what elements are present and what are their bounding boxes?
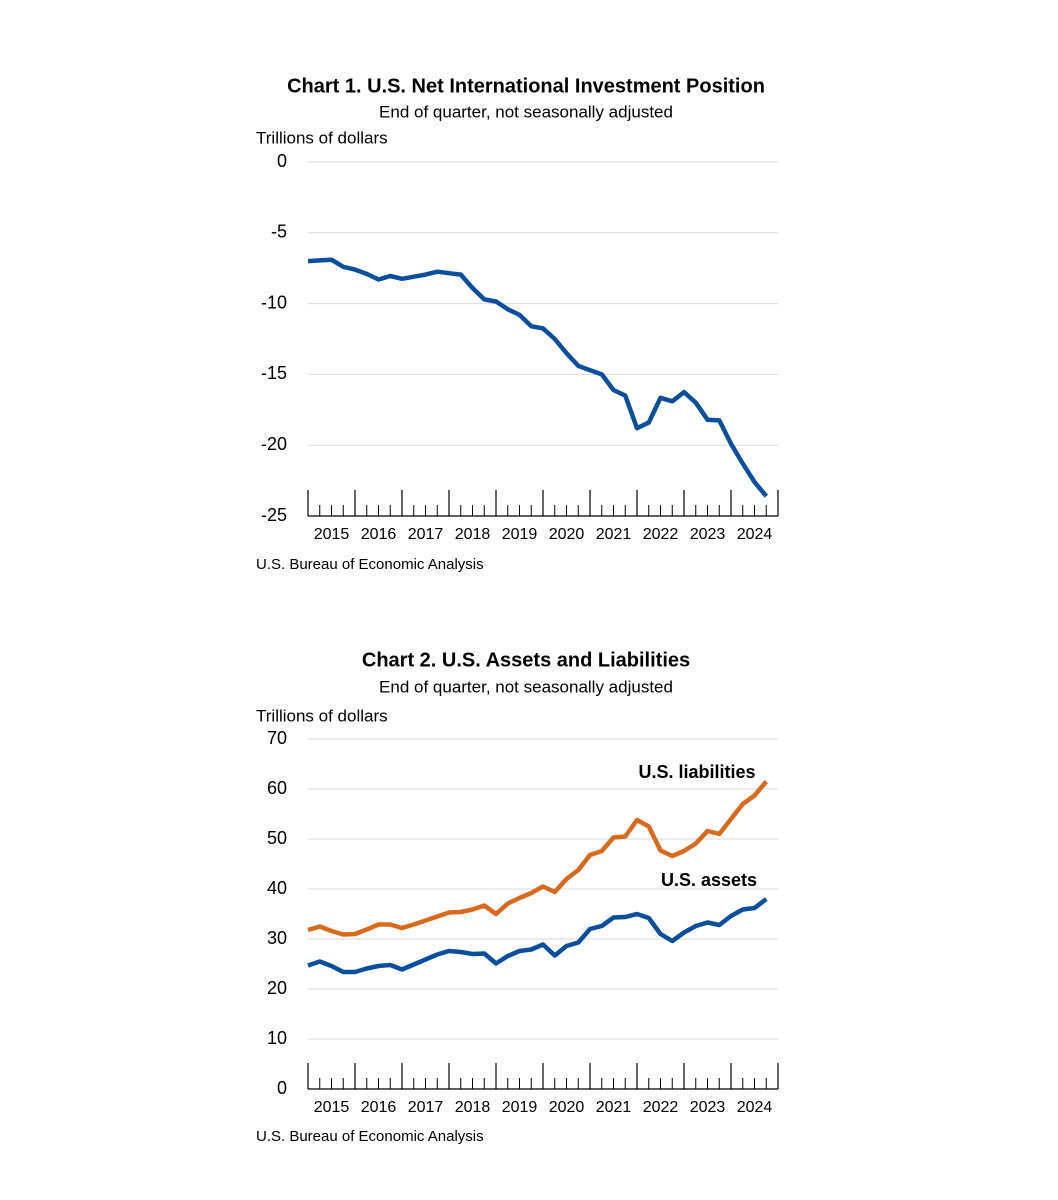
y-tick-label: 50 [267,828,287,848]
y-tick-label: 60 [267,778,287,798]
y-tick-label: 0 [277,151,287,171]
x-tick-label: 2017 [408,1099,444,1116]
y-tick-label: 20 [267,978,287,998]
x-tick-label: 2019 [502,526,538,543]
x-tick-label: 2015 [314,526,350,543]
y-tick-label: -5 [271,222,287,242]
y-tick-label: -15 [261,363,287,383]
chart-subtitle: End of quarter, not seasonally adjusted [379,677,673,696]
y-tick-label: 10 [267,1028,287,1048]
x-tick-label: 2022 [643,1099,679,1116]
x-tick-label: 2024 [737,1099,773,1116]
chart-title: Chart 2. U.S. Assets and Liabilities [362,649,690,671]
x-tick-label: 2018 [455,1099,491,1116]
y-tick-label: -10 [261,292,287,312]
x-tick-label: 2017 [408,526,444,543]
chart-subtitle: End of quarter, not seasonally adjusted [379,102,673,121]
y-tick-label: 70 [267,728,287,748]
series-label: U.S. assets [661,870,757,890]
x-tick-label: 2020 [549,526,585,543]
series-line [307,257,769,498]
x-tick-label: 2023 [690,526,726,543]
series-label: U.S. liabilities [638,762,755,782]
series-line [307,897,768,975]
x-tick-label: 2016 [361,1099,397,1116]
y-tick-label: -20 [261,434,287,454]
y-tick-label: 0 [277,1078,287,1098]
y-tick-label: 30 [267,928,287,948]
x-tick-label: 2020 [549,1099,585,1116]
y-tick-label: 40 [267,878,287,898]
y-axis-label: Trillions of dollars [256,706,388,725]
x-tick-label: 2023 [690,1099,726,1116]
x-tick-label: 2015 [314,1099,350,1116]
x-tick-label: 2024 [737,526,773,543]
x-tick-label: 2021 [596,526,632,543]
x-tick-label: 2018 [455,526,491,543]
source: U.S. Bureau of Economic Analysis [256,556,484,573]
x-tick-label: 2016 [361,526,397,543]
y-tick-label: -25 [261,505,287,525]
y-axis-label: Trillions of dollars [256,128,388,147]
x-tick-label: 2019 [502,1099,538,1116]
chart-title: Chart 1. U.S. Net International Investme… [287,75,765,97]
x-tick-label: 2021 [596,1099,632,1116]
x-tick-label: 2022 [643,526,679,543]
series-line [307,780,769,937]
source: U.S. Bureau of Economic Analysis [256,1128,484,1145]
